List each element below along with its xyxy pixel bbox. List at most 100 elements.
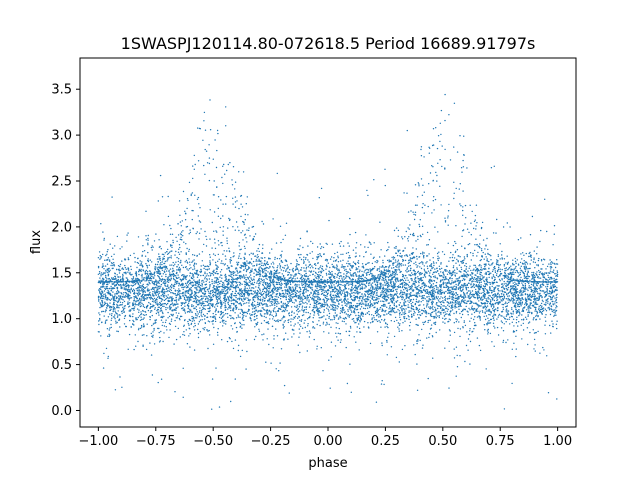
data-point bbox=[479, 234, 481, 236]
data-point bbox=[255, 305, 257, 307]
data-point bbox=[204, 272, 206, 275]
data-point bbox=[151, 245, 153, 247]
data-point bbox=[405, 297, 407, 300]
data-point bbox=[387, 336, 389, 338]
data-point bbox=[401, 255, 403, 257]
data-point bbox=[194, 163, 196, 166]
data-point bbox=[389, 270, 391, 272]
data-point bbox=[399, 302, 401, 304]
data-point bbox=[152, 286, 154, 289]
data-point bbox=[535, 290, 537, 292]
data-point bbox=[105, 287, 108, 289]
data-point bbox=[151, 280, 153, 282]
data-point bbox=[417, 235, 419, 238]
data-point bbox=[263, 269, 266, 271]
data-point bbox=[401, 286, 404, 289]
data-point bbox=[189, 272, 191, 274]
data-point bbox=[100, 275, 102, 277]
data-point bbox=[325, 324, 327, 326]
data-point bbox=[288, 298, 290, 300]
data-point bbox=[232, 166, 235, 168]
data-point bbox=[141, 334, 144, 336]
data-point bbox=[472, 269, 474, 271]
data-point bbox=[453, 257, 456, 259]
data-point bbox=[410, 299, 412, 301]
data-point bbox=[419, 304, 421, 306]
data-point bbox=[290, 300, 293, 302]
data-point bbox=[105, 259, 108, 261]
data-point bbox=[547, 293, 549, 295]
data-point bbox=[322, 288, 324, 290]
data-point bbox=[537, 264, 539, 266]
data-point bbox=[394, 259, 397, 261]
data-point bbox=[522, 290, 524, 292]
data-point bbox=[258, 243, 261, 246]
data-point bbox=[116, 313, 119, 315]
data-point bbox=[154, 308, 156, 310]
data-point bbox=[216, 300, 218, 303]
data-point bbox=[180, 304, 183, 307]
data-point bbox=[381, 380, 383, 382]
data-point bbox=[545, 320, 547, 322]
data-point bbox=[185, 299, 187, 301]
data-point bbox=[350, 288, 352, 291]
data-point bbox=[119, 265, 121, 268]
data-point bbox=[409, 299, 411, 301]
data-point bbox=[515, 335, 517, 337]
data-point bbox=[270, 310, 272, 312]
data-point bbox=[503, 296, 506, 298]
data-point bbox=[449, 276, 451, 279]
data-point bbox=[150, 288, 152, 291]
data-point bbox=[112, 264, 114, 267]
data-point bbox=[434, 275, 436, 277]
data-point bbox=[453, 312, 455, 315]
data-point bbox=[408, 296, 411, 298]
data-point bbox=[463, 256, 466, 258]
data-point bbox=[412, 298, 415, 301]
data-point bbox=[465, 296, 467, 298]
data-point bbox=[241, 349, 243, 352]
data-point bbox=[520, 290, 522, 292]
data-point bbox=[180, 236, 182, 238]
data-point bbox=[255, 269, 257, 272]
data-point bbox=[237, 261, 240, 264]
data-point bbox=[279, 225, 282, 227]
data-point bbox=[367, 268, 369, 271]
data-point bbox=[449, 257, 451, 259]
data-point bbox=[215, 289, 217, 291]
data-point bbox=[246, 350, 248, 353]
data-point bbox=[339, 245, 342, 247]
data-point bbox=[258, 328, 260, 330]
data-point bbox=[362, 307, 365, 309]
data-point bbox=[248, 254, 251, 256]
data-point bbox=[446, 307, 448, 310]
data-point bbox=[414, 303, 416, 306]
data-point bbox=[172, 285, 175, 287]
data-point bbox=[238, 344, 240, 347]
data-point bbox=[160, 309, 162, 311]
data-point bbox=[555, 273, 557, 275]
data-point bbox=[255, 273, 258, 275]
data-point bbox=[138, 309, 140, 311]
data-point bbox=[273, 267, 275, 269]
data-point bbox=[343, 273, 345, 275]
data-point bbox=[497, 269, 499, 272]
data-point bbox=[271, 314, 273, 316]
data-point bbox=[520, 294, 522, 297]
data-point bbox=[398, 262, 400, 264]
data-point bbox=[455, 295, 457, 297]
data-point bbox=[197, 313, 199, 315]
data-point bbox=[184, 210, 186, 212]
data-point bbox=[169, 329, 171, 331]
data-point bbox=[522, 319, 525, 321]
data-point bbox=[153, 329, 155, 331]
data-point bbox=[227, 316, 229, 318]
data-point bbox=[262, 276, 265, 278]
data-point bbox=[470, 296, 472, 298]
data-point bbox=[466, 284, 469, 287]
data-point bbox=[280, 269, 282, 271]
data-point bbox=[357, 293, 359, 295]
data-point bbox=[304, 295, 306, 298]
data-point bbox=[172, 261, 174, 264]
data-point bbox=[183, 296, 186, 299]
